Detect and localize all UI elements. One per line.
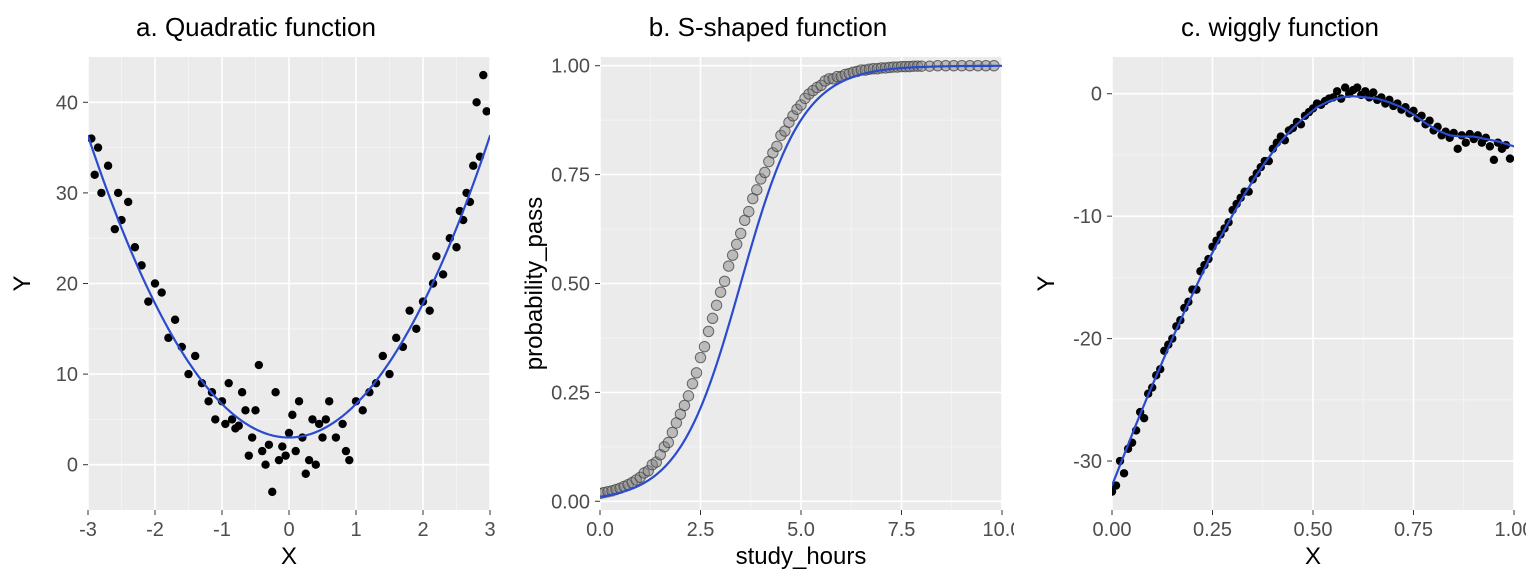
- panel-b-plot: 0.0 2.5 5.0 7.5 10.0 0.00 0.25 0.50 0.75 1.00 stud…: [522, 49, 1014, 576]
- svg-text:probability_pass: probability_pass: [522, 197, 548, 370]
- svg-text:30: 30: [56, 183, 78, 205]
- svg-text:0.00: 0.00: [551, 491, 590, 513]
- svg-text:1.00: 1.00: [1495, 519, 1526, 541]
- svg-text:-2: -2: [146, 519, 164, 541]
- svg-text:0.75: 0.75: [1394, 519, 1433, 541]
- svg-text:0.25: 0.25: [1193, 519, 1232, 541]
- svg-text:0.00: 0.00: [1093, 519, 1132, 541]
- panel-a-plot: -3-2-10123010203040XY: [10, 49, 502, 576]
- svg-text:1.00: 1.00: [551, 56, 590, 78]
- panel-c-title: c. wiggly function: [1181, 12, 1379, 43]
- svg-text:X: X: [281, 543, 297, 570]
- panel-a-title: a. Quadratic function: [136, 12, 376, 43]
- panel-c: c. wiggly function 0.00 0.25 0.50 0.75 1.00 -…: [1024, 0, 1536, 576]
- svg-text:study_hours: study_hours: [736, 543, 867, 570]
- svg-text:1: 1: [350, 519, 361, 541]
- panel-a: a. Quadratic function -3-2-1012301020304…: [0, 0, 512, 576]
- svg-text:0.25: 0.25: [551, 382, 590, 404]
- svg-text:Y: Y: [1034, 275, 1060, 291]
- svg-text:0.75: 0.75: [551, 165, 590, 187]
- svg-text:0.50: 0.50: [1294, 519, 1333, 541]
- svg-text:0: 0: [67, 455, 78, 477]
- svg-text:10: 10: [56, 364, 78, 386]
- svg-text:0: 0: [1091, 84, 1102, 106]
- figure: a. Quadratic function -3-2-1012301020304…: [0, 0, 1536, 576]
- svg-text:7.5: 7.5: [888, 519, 916, 541]
- panel-c-plot: 0.00 0.25 0.50 0.75 1.00 -30 -20 -10 0 X Y: [1034, 49, 1526, 576]
- svg-text:2.5: 2.5: [687, 519, 715, 541]
- svg-text:0: 0: [283, 519, 294, 541]
- svg-text:-3: -3: [79, 519, 97, 541]
- svg-text:5.0: 5.0: [787, 519, 815, 541]
- svg-text:0.0: 0.0: [586, 519, 614, 541]
- svg-text:X: X: [1305, 543, 1321, 570]
- panel-b-title: b. S-shaped function: [649, 12, 888, 43]
- svg-text:40: 40: [56, 92, 78, 114]
- svg-text:-30: -30: [1073, 451, 1102, 473]
- svg-text:3: 3: [484, 519, 495, 541]
- svg-text:Y: Y: [10, 275, 36, 291]
- svg-text:20: 20: [56, 274, 78, 296]
- svg-text:10.0: 10.0: [983, 519, 1014, 541]
- svg-text:0.50: 0.50: [551, 274, 590, 296]
- panel-b: b. S-shaped function 0.02.55.07.510.00.0…: [512, 0, 1024, 576]
- svg-text:2: 2: [417, 519, 428, 541]
- svg-text:-10: -10: [1073, 206, 1102, 228]
- svg-text:-1: -1: [213, 519, 231, 541]
- svg-text:-20: -20: [1073, 329, 1102, 351]
